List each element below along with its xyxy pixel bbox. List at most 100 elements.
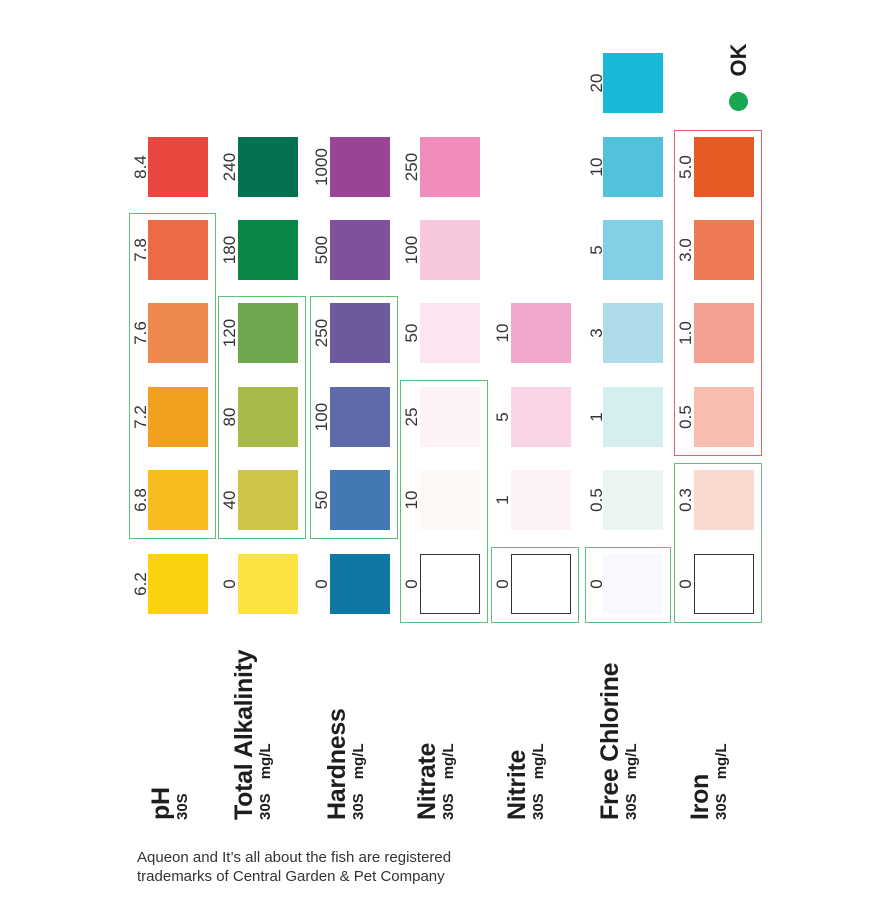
nitrite-swatch-0 xyxy=(511,554,571,614)
nitrate-swatch-10 xyxy=(420,470,480,530)
total-alkalinity-swatch-120 xyxy=(238,303,298,363)
ph-swatch-7.8 xyxy=(148,220,208,280)
hardness-heading: Hardness 30S mg/L xyxy=(323,708,368,820)
iron-warning-range-box xyxy=(674,130,762,456)
free-chlorine-time: 30S xyxy=(623,793,640,820)
nitrate-swatch-0 xyxy=(420,554,480,614)
iron-swatch-3.0 xyxy=(694,220,754,280)
total-alkalinity-swatch-180 xyxy=(238,220,298,280)
total-alkalinity-value-label: 180 xyxy=(220,235,239,265)
nitrate-swatch-100 xyxy=(420,220,480,280)
ph-title: pH xyxy=(147,787,175,820)
nitrite-swatch-5 xyxy=(511,387,571,447)
nitrate-swatch-50 xyxy=(420,303,480,363)
ph-value-label: 6.2 xyxy=(131,572,150,596)
iron-swatch-1.0 xyxy=(694,303,754,363)
hardness-swatch-50 xyxy=(330,470,390,530)
nitrate-swatch-25 xyxy=(420,387,480,447)
hardness-swatch-0 xyxy=(330,554,390,614)
free-chlorine-swatch-10 xyxy=(603,137,663,197)
hardness-unit: mg/L xyxy=(350,743,367,780)
free-chlorine-swatch-20 xyxy=(603,53,663,113)
free-chlorine-value-label: 3 xyxy=(587,328,606,338)
hardness-title: Hardness xyxy=(323,708,351,820)
ph-swatch-6.2 xyxy=(148,554,208,614)
hardness-swatch-1000 xyxy=(330,137,390,197)
free-chlorine-title: Free Chlorine xyxy=(596,662,624,820)
total-alkalinity-swatch-0 xyxy=(238,554,298,614)
free-chlorine-swatch-3 xyxy=(603,303,663,363)
iron-unit: mg/L xyxy=(713,743,730,780)
iron-swatch-5.0 xyxy=(694,137,754,197)
iron-subtitle: 30S mg/L xyxy=(713,743,731,820)
free-chlorine-swatch-5 xyxy=(603,220,663,280)
free-chlorine-subtitle: 30S mg/L xyxy=(623,663,641,820)
free-chlorine-value-label: 0.5 xyxy=(587,488,606,512)
nitrate-title: Nitrate xyxy=(413,742,441,820)
trademark-line-2: trademarks of Central Garden & Pet Compa… xyxy=(137,868,445,885)
nitrite-ok-range-box xyxy=(491,547,579,623)
nitrite-title: Nitrite xyxy=(503,749,531,820)
nitrate-ok-range-box xyxy=(400,380,488,623)
free-chlorine-heading: Free Chlorine 30S mg/L xyxy=(596,662,641,820)
ph-value-label: 8.4 xyxy=(131,155,150,179)
total-alkalinity-subtitle: 30S mg/L xyxy=(257,650,275,820)
free-chlorine-swatch-0.5 xyxy=(603,470,663,530)
nitrate-value-label: 50 xyxy=(402,323,421,343)
ph-swatch-7.6 xyxy=(148,303,208,363)
nitrite-value-label: 5 xyxy=(493,412,512,422)
hardness-ok-range-box xyxy=(310,296,398,539)
nitrite-unit: mg/L xyxy=(530,743,547,780)
hardness-swatch-250 xyxy=(330,303,390,363)
hardness-time: 30S xyxy=(350,793,367,820)
iron-ok-range-box xyxy=(674,463,762,623)
total-alkalinity-value-label: 0 xyxy=(220,579,239,589)
total-alkalinity-time: 30S xyxy=(257,793,274,820)
nitrate-heading: Nitrate 30S mg/L xyxy=(413,742,458,820)
ph-heading: pH 30S xyxy=(147,787,192,820)
iron-swatch-0 xyxy=(694,554,754,614)
ph-ok-range-box xyxy=(129,213,216,539)
total-alkalinity-heading: Total Alkalinity 30S mg/L xyxy=(230,649,275,820)
free-chlorine-value-label: 10 xyxy=(587,157,606,177)
nitrate-subtitle: 30S mg/L xyxy=(440,743,458,820)
nitrite-heading: Nitrite 30S mg/L xyxy=(503,743,548,820)
ph-time: 30S xyxy=(174,793,191,820)
free-chlorine-unit: mg/L xyxy=(623,743,640,780)
hardness-value-label: 1000 xyxy=(312,148,331,186)
trademark-line-1: Aqueon and It’s all about the fish are r… xyxy=(137,849,452,866)
total-alkalinity-swatch-240 xyxy=(238,137,298,197)
free-chlorine-value-label: 1 xyxy=(587,412,606,422)
hardness-subtitle: 30S mg/L xyxy=(350,708,368,820)
total-alkalinity-swatch-40 xyxy=(238,470,298,530)
ph-swatch-7.2 xyxy=(148,387,208,447)
nitrate-swatch-250 xyxy=(420,137,480,197)
nitrite-value-label: 10 xyxy=(493,323,512,343)
ph-subtitle: 30S xyxy=(174,787,192,820)
hardness-value-label: 500 xyxy=(312,235,331,265)
total-alkalinity-unit: mg/L xyxy=(257,743,274,780)
free-chlorine-swatch-1 xyxy=(603,387,663,447)
ph-swatch-6.8 xyxy=(148,470,208,530)
nitrite-subtitle: 30S mg/L xyxy=(530,743,548,820)
hardness-value-label: 0 xyxy=(312,579,331,589)
nitrite-swatch-10 xyxy=(511,303,571,363)
iron-title: Iron xyxy=(686,773,714,820)
total-alkalinity-title: Total Alkalinity xyxy=(230,649,258,820)
ok-dot-icon xyxy=(729,92,748,111)
nitrite-swatch-1 xyxy=(511,470,571,530)
free-chlorine-value-label: 20 xyxy=(587,73,606,93)
iron-swatch-0.3 xyxy=(694,470,754,530)
total-alkalinity-ok-range-box xyxy=(218,296,306,539)
hardness-swatch-100 xyxy=(330,387,390,447)
free-chlorine-swatch-0 xyxy=(603,554,663,614)
nitrate-unit: mg/L xyxy=(440,743,457,780)
iron-heading: Iron 30S mg/L xyxy=(686,743,731,820)
ph-swatch-8.4 xyxy=(148,137,208,197)
free-chlorine-ok-range-box xyxy=(585,547,671,623)
nitrite-value-label: 1 xyxy=(493,495,512,505)
total-alkalinity-value-label: 240 xyxy=(220,152,239,182)
ok-legend: OK xyxy=(726,38,751,113)
nitrite-time: 30S xyxy=(530,793,547,820)
